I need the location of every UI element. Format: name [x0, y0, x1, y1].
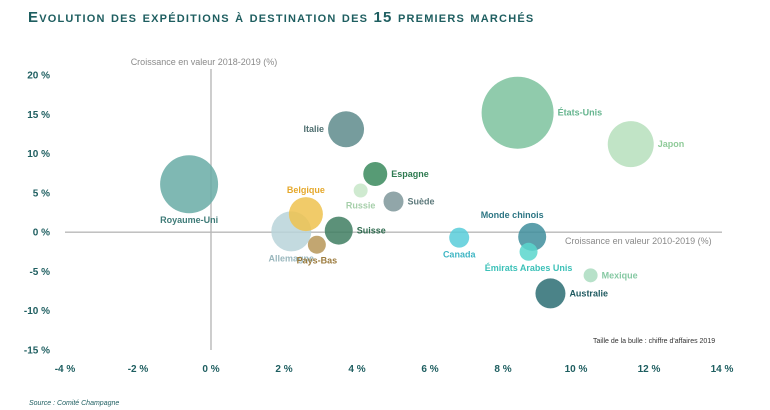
- bubble-espagne: [363, 162, 388, 186]
- bubble-label-suisse: Suisse: [357, 226, 386, 236]
- bubble-label-su-de: Suède: [408, 197, 435, 207]
- y-tick-label: 15 %: [27, 110, 50, 121]
- bubble-label-australie: Australie: [569, 288, 608, 298]
- bubble-labels: États-Unis Japon Italie Royaume-Uni Espagne R…: [160, 108, 684, 299]
- bubble-pays-bas: [307, 235, 326, 254]
- x-tick-label: 8 %: [494, 364, 511, 375]
- y-axis-label: Croissance en valeur 2018-2019 (%): [131, 57, 278, 67]
- bubble-label-canada: Canada: [443, 250, 477, 260]
- bubble-label-mexique: Mexique: [602, 270, 638, 280]
- x-tick-label: 2 %: [275, 364, 292, 375]
- chart-title: Evolution des expéditions à destination …: [28, 9, 535, 26]
- y-tick-label: -5 %: [29, 267, 50, 278]
- bubble-russie: [353, 183, 368, 198]
- x-tick-label: 14 %: [711, 364, 734, 375]
- x-tick-label: 4 %: [348, 364, 365, 375]
- y-tick-label: 20 %: [27, 71, 50, 82]
- y-tick-label: 0 %: [33, 228, 50, 239]
- bubble-su-de: [383, 191, 404, 212]
- bubble-italie: [328, 111, 365, 148]
- bubble-label-espagne: Espagne: [391, 169, 429, 179]
- bubble-japon: [607, 121, 654, 168]
- bubble-label-italie: Italie: [304, 124, 325, 134]
- bubble-label-royaume-uni: Royaume-Uni: [160, 215, 218, 225]
- bubble-label-belgique: Belgique: [287, 185, 325, 195]
- x-axis-label: Croissance en valeur 2010-2019 (%): [565, 236, 712, 246]
- bubble-label-japon: Japon: [658, 139, 685, 149]
- bubbles: [160, 76, 654, 309]
- bubble-royaume-uni: [160, 155, 219, 214]
- x-tick-label: 6 %: [421, 364, 438, 375]
- bubble-label-pays-bas: Pays-Bas: [297, 256, 338, 266]
- x-tick-label: 10 %: [565, 364, 588, 375]
- y-tick-label: 10 %: [27, 149, 50, 160]
- bubble-label-monde-chinois: Monde chinois: [481, 210, 544, 220]
- bubble--mirats-arabes-unis: [519, 242, 538, 261]
- x-tick-label: 12 %: [638, 364, 661, 375]
- y-tick-label: 5 %: [33, 188, 50, 199]
- bubble-suisse: [324, 216, 353, 245]
- x-tick-label: -2 %: [128, 364, 149, 375]
- source-note: Source : Comité Champagne: [29, 400, 120, 407]
- bubble-mexique: [583, 268, 598, 283]
- axes: -4 % -2 % 0 % 2 % 4 % 6 % 8 % 10 % 12 % 14 % 20 % 1…: [24, 69, 734, 375]
- y-tick-label: -10 %: [24, 306, 50, 317]
- bubble--tats-unis: [481, 76, 554, 149]
- bubble-label-allemagne: Allemagne: [269, 253, 315, 263]
- bubble-size-note: Taille de la bulle : chiffre d'affaires …: [593, 338, 715, 345]
- bubble-label-russie: Russie: [346, 201, 376, 211]
- bubble-australie: [535, 278, 566, 309]
- x-tick-label: -4 %: [55, 364, 76, 375]
- x-tick-label: 0 %: [202, 364, 219, 375]
- bubble-label--mirats-arabes-unis: Émirats Arabes Unis: [485, 263, 573, 273]
- bubble-label--tats-unis: États-Unis: [558, 108, 603, 118]
- bubble-canada: [449, 227, 470, 248]
- bubble-belgique: [288, 197, 323, 232]
- y-tick-label: -15 %: [24, 346, 50, 357]
